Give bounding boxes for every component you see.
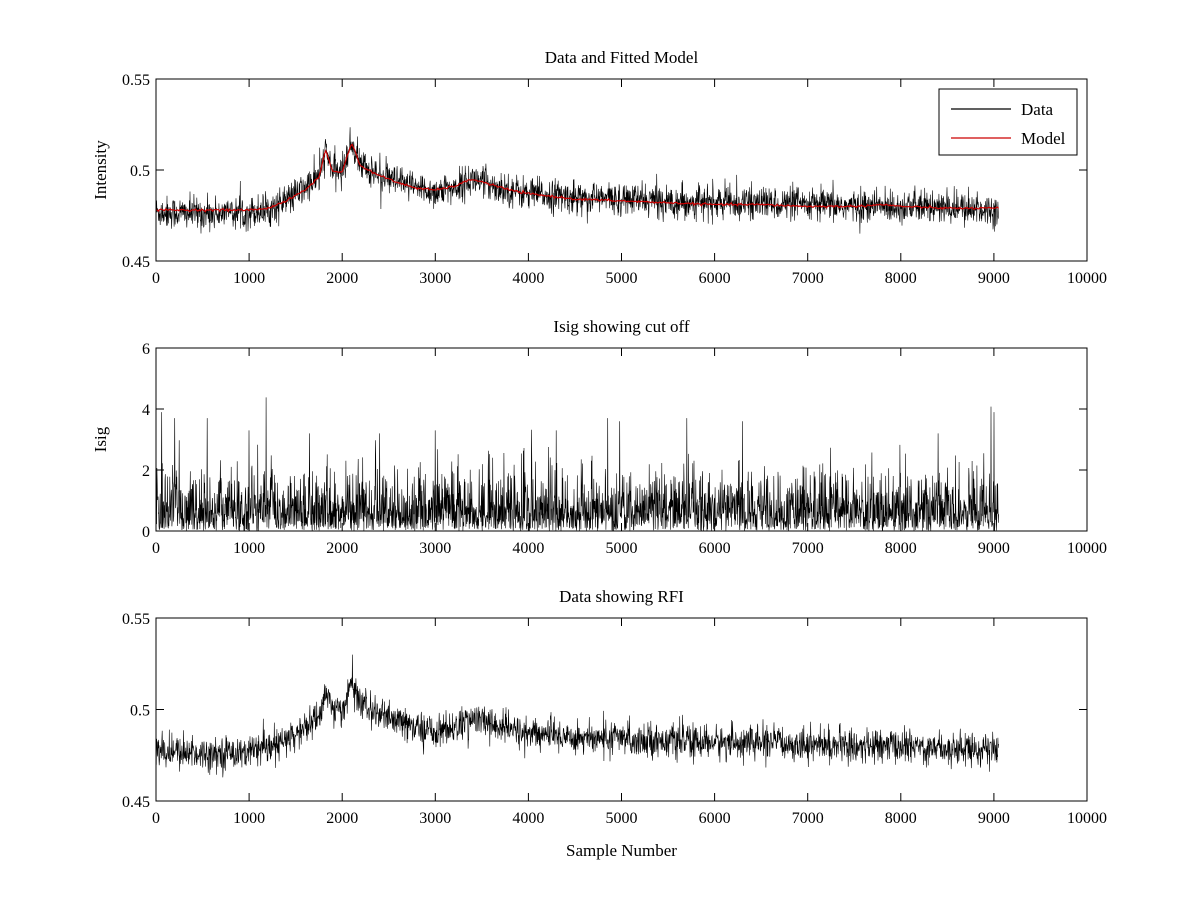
y-tick-label: 0.45 [122, 254, 150, 271]
y-axis-label: Isig [91, 426, 110, 452]
x-tick-label: 7000 [792, 270, 824, 287]
x-tick-label: 7000 [792, 540, 824, 557]
y-tick-label: 4 [142, 402, 150, 419]
legend-label-model: Model [1021, 129, 1066, 148]
y-tick-label: 0 [142, 524, 150, 541]
chart-3: 0 1000 2000 3000 4000 5000 6000 7000 8000 9000 100… [122, 587, 1107, 860]
x-tick-label: 4000 [512, 540, 544, 557]
x-tick-label: 4000 [512, 270, 544, 287]
series-line-data [155, 654, 999, 778]
legend-box [938, 88, 1078, 156]
chart-title: Data showing RFI [559, 587, 684, 606]
x-tick-label: 8000 [885, 540, 917, 557]
x-tick-label: 0 [152, 270, 160, 287]
y-tick-label: 0.55 [122, 611, 150, 628]
x-tick-label: 1000 [233, 810, 265, 827]
chart-1: 0 1000 2000 3000 4000 5000 6000 7000 8000 9000 100… [91, 48, 1107, 287]
x-tick-label: 5000 [606, 540, 638, 557]
axes-box [155, 617, 1088, 802]
x-tick-label: 3000 [419, 540, 451, 557]
chart-title: Isig showing cut off [553, 317, 689, 336]
x-tick-label: 10000 [1067, 270, 1107, 287]
x-tick-label: 10000 [1067, 540, 1107, 557]
x-tick-label: 2000 [326, 540, 358, 557]
series-line-model [155, 143, 1000, 213]
x-tick-label: 2000 [326, 810, 358, 827]
y-tick-label: 0.5 [130, 703, 150, 720]
y-tick-label: 0.5 [130, 163, 150, 180]
x-axis-label: Sample Number [566, 841, 677, 860]
y-tick-label: 0.55 [122, 72, 150, 89]
y-tick-label: 2 [142, 463, 150, 480]
x-tick-label: 9000 [978, 540, 1010, 557]
y-axis-label: Intensity [91, 140, 110, 200]
x-tick-label: 9000 [978, 270, 1010, 287]
x-tick-label: 5000 [606, 810, 638, 827]
x-tick-label: 8000 [885, 810, 917, 827]
x-tick-label: 4000 [512, 810, 544, 827]
x-tick-label: 2000 [326, 270, 358, 287]
x-tick-label: 6000 [699, 270, 731, 287]
x-tick-label: 1000 [233, 540, 265, 557]
x-tick-label: 3000 [419, 810, 451, 827]
legend-label-data: Data [1021, 100, 1054, 119]
x-tick-label: 8000 [885, 270, 917, 287]
x-tick-label: 0 [152, 810, 160, 827]
x-tick-label: 7000 [792, 810, 824, 827]
x-tick-label: 0 [152, 540, 160, 557]
legend: Data Model [938, 88, 1078, 156]
x-tick-label: 10000 [1067, 810, 1107, 827]
x-tick-label: 1000 [233, 270, 265, 287]
chart-2: 0 1000 2000 3000 4000 5000 6000 7000 8000 9000 100… [91, 317, 1107, 557]
chart-title: Data and Fitted Model [545, 48, 699, 67]
x-tick-label: 5000 [606, 270, 638, 287]
y-tick-label: 0.45 [122, 794, 150, 811]
y-tick-label: 6 [142, 341, 150, 358]
series-line-data [155, 127, 999, 234]
x-tick-label: 3000 [419, 270, 451, 287]
x-tick-label: 6000 [699, 810, 731, 827]
x-tick-label: 6000 [699, 540, 731, 557]
x-tick-label: 9000 [978, 810, 1010, 827]
series-line-isig [155, 397, 999, 532]
